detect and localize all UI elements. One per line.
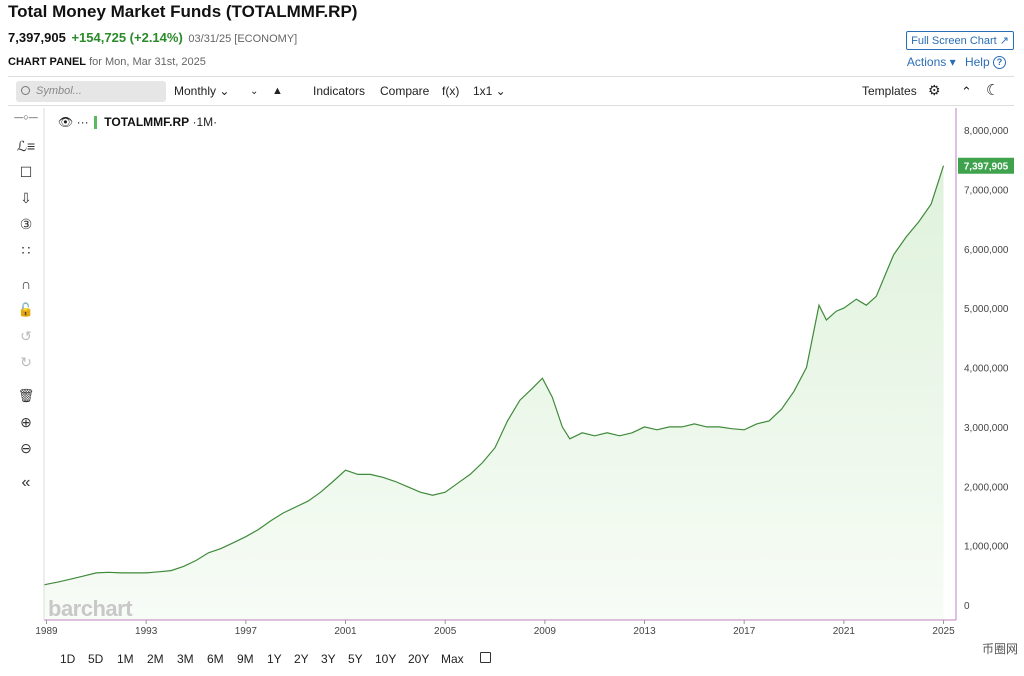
y-tick-label: 0 [964,601,970,612]
zoom-out-icon[interactable]: ⊖ [20,440,32,456]
range-1m[interactable]: 1M [117,652,134,666]
last-price: 7,397,905 [8,30,66,45]
y-tick-label: 4,000,000 [964,364,1009,375]
x-tick-label: 1989 [35,626,58,637]
panel-title: CHART PANEL [8,56,87,68]
range-2y[interactable]: 2Y [294,652,309,666]
page-title: Total Money Market Funds (TOTALMMF.RP) [8,2,358,21]
calendar-icon[interactable] [480,652,491,663]
chart-type-caret-icon[interactable]: ⌄ [250,86,259,97]
barchart-watermark: barchart [48,596,133,621]
trash-icon[interactable]: 🗑 [17,388,35,403]
last-price-label: 7,397,905 [964,162,1009,173]
range-5y[interactable]: 5Y [348,652,363,666]
y-tick-label: 8,000,000 [964,126,1009,137]
series-area-fill [44,165,944,620]
undo-icon[interactable]: ↺ [20,328,32,344]
legend-interval: ·1M· [192,115,218,129]
chart-panel-label: CHART PANEL for Mon, Mar 31st, 2025 [8,56,206,68]
range-2m[interactable]: 2M [147,652,164,666]
x-tick-label: 2021 [833,626,856,637]
x-tick-label: 2005 [434,626,457,637]
theme-icon[interactable]: ☾ [986,82,1000,99]
chart-toolbar: Symbol... Monthly ⌄ ⌄ ▲ Indicators Compa… [8,76,1014,106]
last-price-marker [958,157,1014,174]
y-tick-label: 2,000,000 [964,482,1009,493]
zoom-in-icon[interactable]: ⊕ [20,414,32,430]
templates-button[interactable]: Templates [862,84,917,98]
full-screen-chart-button[interactable]: Full Screen Chart ↗ [906,31,1014,50]
interval-dropdown[interactable]: Monthly ⌄ [174,84,230,98]
shape-tool-icon[interactable]: ☐ [19,164,33,180]
collapse-sidebar-icon[interactable]: « [21,474,31,491]
y-tick-label: 6,000,000 [964,245,1009,256]
y-tick-label: 3,000,000 [964,423,1009,434]
actions-area: Actions ▾ Help ? [906,55,1006,70]
symbol-placeholder: Symbol... [36,85,82,97]
compare-button[interactable]: Compare [380,84,430,98]
function-button[interactable]: f(x) [442,84,460,98]
x-tick-label: 1993 [135,626,158,637]
actions-menu[interactable]: Actions ▾ [906,55,956,69]
range-3m[interactable]: 3M [177,652,194,666]
range-6m[interactable]: 6M [207,652,224,666]
symbol-search-input[interactable]: Symbol... [16,81,166,102]
y-tick-label: 1,000,000 [964,542,1009,553]
x-tick-label: 2009 [534,626,557,637]
x-tick-label: 2025 [932,626,955,637]
quote-date: 03/31/25 [ECONOMY] [188,33,298,45]
range-5d[interactable]: 5D [88,652,104,666]
eye-icon[interactable]: 👁 [58,115,74,129]
settings-icon[interactable]: ⚙ [928,82,941,98]
range-20y[interactable]: 20Y [408,652,430,666]
range-1d[interactable]: 1D [60,652,76,666]
y-tick-label: 7,000,000 [964,185,1009,196]
chart-type-icon[interactable]: ▲ [272,85,283,97]
help-icon[interactable]: ? [993,56,1006,70]
site-logo: 币圈网 [981,642,1018,656]
x-tick-label: 2017 [733,626,756,637]
help-link[interactable]: Help [964,55,990,69]
annotation-tool-icon[interactable]: ③ [19,216,33,232]
quote-line: 7,397,905 +154,725 (+2.14%) 03/31/25 [EC… [8,30,297,45]
x-tick-label: 1997 [235,626,258,637]
panel-date: for Mon, Mar 31st, 2025 [89,56,206,68]
fib-tool-icon[interactable]: ℒ≡ [16,138,36,154]
legend-symbol: TOTALMMF.RP [104,115,190,129]
unlock-icon[interactable]: 🔓 [17,302,35,317]
x-tick-label: 2001 [334,626,357,637]
series-color-swatch [93,116,97,130]
search-icon [21,86,30,95]
indicators-button[interactable]: Indicators [313,84,366,98]
x-tick-label: 2013 [633,626,656,637]
collapse-icon[interactable]: ⌃ [961,84,972,99]
range-max[interactable]: Max [441,652,464,666]
magnet-icon[interactable]: ∩ [20,276,32,292]
measure-tool-icon[interactable]: ∷ [21,242,31,258]
arrow-tool-icon[interactable]: ⇩ [20,190,32,206]
range-3y[interactable]: 3Y [321,652,336,666]
redo-icon[interactable]: ↻ [20,354,32,370]
y-tick-label: 5,000,000 [964,304,1009,315]
chart-canvas[interactable]: 0 1,000,000 2,000,000 3,000,000 4,000,000 5,0… [35,108,1014,637]
legend-menu-icon[interactable]: ··· [76,115,89,129]
range-1y[interactable]: 1Y [267,652,282,666]
range-10y[interactable]: 10Y [375,652,397,666]
price-change: +154,725 (+2.14%) [71,30,183,45]
series-line [43,165,945,586]
range-9m[interactable]: 9M [237,652,254,666]
line-tool-icon[interactable]: —○— [14,112,38,122]
layout-dropdown[interactable]: 1x1 ⌄ [473,84,506,98]
chart-legend: 👁 ··· TOTALMMF.RP ·1M· [58,115,218,130]
